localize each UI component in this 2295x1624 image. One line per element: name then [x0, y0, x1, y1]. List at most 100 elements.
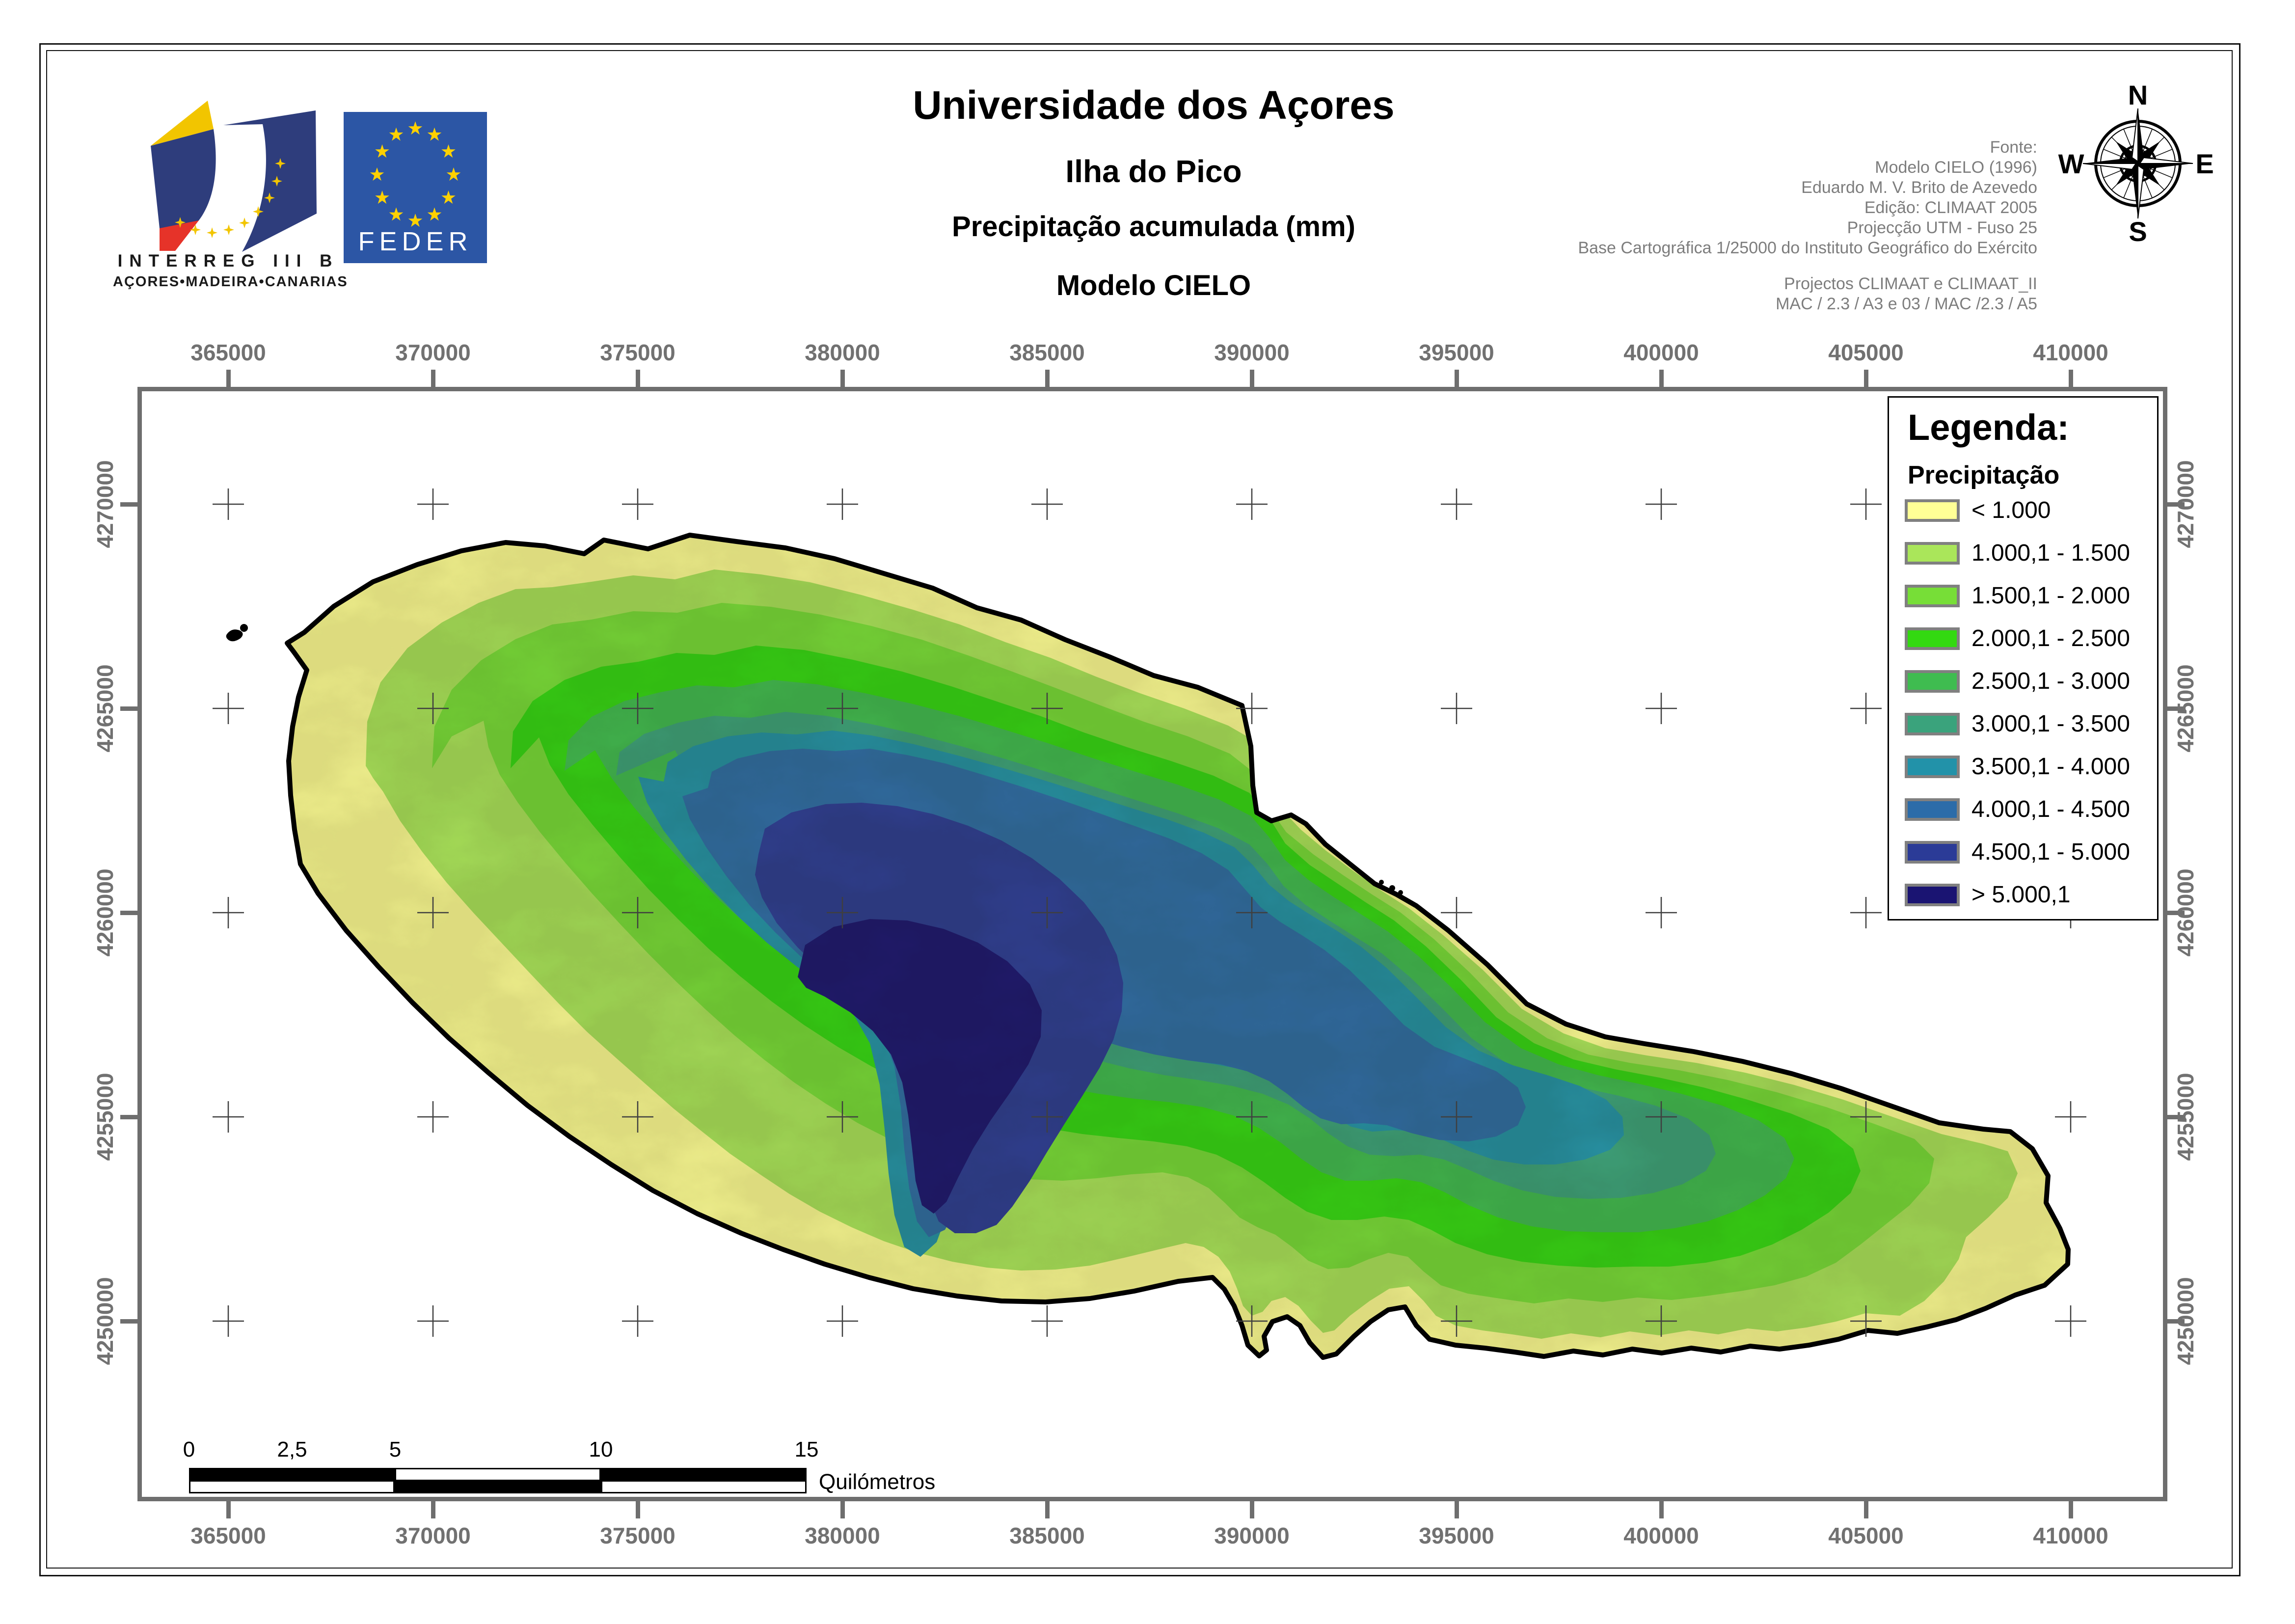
- precipitation-map: [213, 488, 2086, 1360]
- grid-cross: [1441, 1305, 1472, 1337]
- project-line: Projectos CLIMAAT e CLIMAAT_II: [1784, 274, 2037, 293]
- compass-label-w: W: [2058, 148, 2084, 179]
- axis-tick: [431, 370, 435, 387]
- grid-cross: [1646, 1305, 1677, 1337]
- legend-swatch: [1905, 712, 1960, 735]
- grid-cross: [1031, 1305, 1063, 1337]
- axis-tick: [1659, 370, 1664, 387]
- feder-flag: [344, 112, 487, 263]
- legend-item: 3.500,1 - 4.000: [1905, 745, 2153, 788]
- feder-star: [427, 207, 442, 221]
- scale-bar-segment: [189, 1480, 395, 1493]
- grid-cross: [213, 1305, 244, 1337]
- grid-cross: [1031, 693, 1063, 724]
- axis-tick: [431, 1501, 435, 1518]
- axis-tick: [226, 1501, 231, 1518]
- axis-tick: [636, 370, 640, 387]
- x-axis-label-bottom: 410000: [2033, 1523, 2108, 1548]
- grid-cross: [213, 693, 244, 724]
- grid-cross: [1850, 897, 1882, 928]
- graticule-crosses: [213, 488, 2086, 1337]
- feder-star: [389, 207, 404, 221]
- axis-tick: [840, 1501, 845, 1518]
- axis-tick: [2069, 370, 2073, 387]
- y-axis-label-left: 4260000: [92, 868, 118, 957]
- axis-tick: [636, 1501, 640, 1518]
- x-axis-label-bottom: 365000: [190, 1523, 266, 1548]
- axis-tick: [1045, 1501, 1050, 1518]
- y-axis-label-left: 4255000: [92, 1073, 118, 1161]
- grid-cross: [1646, 897, 1677, 928]
- legend-item: 1.000,1 - 1.500: [1905, 532, 2153, 574]
- x-axis-label-top: 380000: [805, 340, 880, 365]
- interreg-wordmark: INTERREG III B: [117, 251, 339, 271]
- compass-cardinal-points: [2082, 108, 2193, 219]
- legend-label: 2.500,1 - 3.000: [1971, 668, 2130, 694]
- legend-swatch: [1905, 755, 1960, 778]
- feder-star: [446, 167, 461, 181]
- feder-stars: [370, 121, 461, 227]
- legend-swatch: [1905, 670, 1960, 693]
- x-axis-label-top: 390000: [1214, 340, 1290, 365]
- y-axis-label-right: 4255000: [2173, 1073, 2198, 1161]
- interreg-left-sail: [151, 129, 216, 239]
- x-axis-label-top: 395000: [1419, 340, 1494, 365]
- legend-label: > 5.000,1: [1971, 882, 2071, 908]
- scale-bar-graphic: [189, 1468, 807, 1493]
- x-axis-label-top: 375000: [600, 340, 675, 365]
- grid-cross: [1236, 488, 1268, 520]
- page-title: Universidade dos Açores: [913, 83, 1395, 128]
- x-axis-label-top: 370000: [395, 340, 471, 365]
- grid-cross: [1441, 897, 1472, 928]
- grid-cross: [1850, 1305, 1882, 1337]
- x-axis-label-bottom: 405000: [1828, 1523, 1904, 1548]
- feder-star: [375, 190, 389, 204]
- legend-label: 4.500,1 - 5.000: [1971, 839, 2130, 865]
- compass-label-s: S: [2129, 216, 2147, 244]
- page-subtitle3: Modelo CIELO: [1056, 270, 1251, 301]
- grid-cross: [417, 693, 449, 724]
- scale-bar-segment: [395, 1468, 601, 1481]
- page-border-outer: [39, 43, 2241, 1576]
- source-line: Edição: CLIMAAT 2005: [1864, 198, 2037, 217]
- grid-cross: [2055, 1305, 2086, 1337]
- feder-star: [370, 167, 384, 181]
- legend-title: Legenda:: [1908, 407, 2069, 448]
- scale-bar-unit: Quilómetros: [819, 1470, 936, 1494]
- grid-cross: [827, 1305, 858, 1337]
- scale-bar-segment: [189, 1468, 395, 1481]
- axis-tick: [1250, 370, 1254, 387]
- grid-cross: [417, 897, 449, 928]
- feder-star: [441, 190, 456, 204]
- x-axis-label-bottom: 385000: [1009, 1523, 1085, 1548]
- legend-item: 3.000,1 - 3.500: [1905, 703, 2153, 745]
- legend-swatch: [1905, 584, 1960, 607]
- legend-item: 2.000,1 - 2.500: [1905, 617, 2153, 660]
- axis-tick: [120, 1319, 137, 1324]
- legend-label: < 1.000: [1971, 497, 2051, 523]
- axis-tick: [1045, 370, 1050, 387]
- compass-label-n: N: [2128, 82, 2148, 110]
- scale-bar-number: 15: [794, 1437, 819, 1462]
- legend-rows: < 1.000 1.000,1 - 1.500 1.500,1 - 2.000 2.0…: [1905, 489, 2153, 916]
- x-axis-label-top: 405000: [1828, 340, 1904, 365]
- y-axis-label-left: 4265000: [92, 664, 118, 753]
- grid-cross: [1646, 1101, 1677, 1133]
- islets: [226, 624, 1403, 895]
- scale-bar-number: 0: [183, 1437, 195, 1462]
- legend-swatch: [1905, 627, 1960, 650]
- axis-tick: [120, 1115, 137, 1119]
- grid-cross: [417, 1305, 449, 1337]
- grid-cross: [1031, 1101, 1063, 1133]
- scale-bar-segment: [601, 1480, 807, 1493]
- x-axis-label-top: 410000: [2033, 340, 2108, 365]
- grid-cross: [1441, 1101, 1472, 1133]
- legend-label: 1.500,1 - 2.000: [1971, 583, 2130, 609]
- feder-logo: FEDER: [344, 112, 487, 263]
- axis-tick: [1659, 1501, 1664, 1518]
- scale-bar-number: 10: [589, 1437, 613, 1462]
- grid-cross: [1031, 488, 1063, 520]
- grid-cross: [827, 488, 858, 520]
- y-axis-label-right: 4250000: [2173, 1277, 2198, 1365]
- project-line: MAC / 2.3 / A3 e 03 / MAC /2.3 / A5: [1776, 295, 2037, 313]
